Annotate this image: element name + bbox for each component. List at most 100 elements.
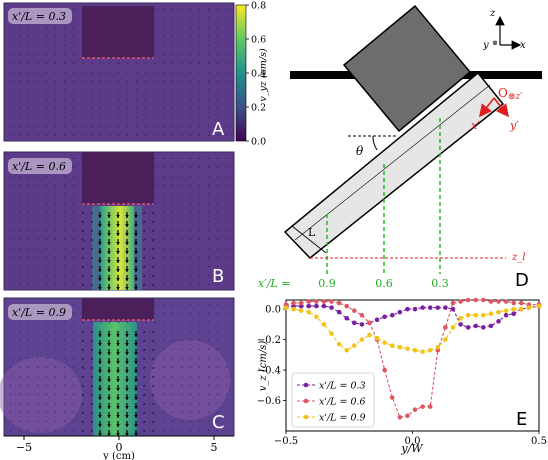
chart-point: [473, 323, 479, 329]
map-x-tick-0: −5: [16, 441, 32, 454]
chart-point: [329, 331, 334, 336]
frame-yprime: y′: [509, 119, 519, 132]
chart-point: [481, 325, 486, 330]
panel-b-jet: [100, 206, 134, 290]
chart-point: [352, 308, 357, 313]
colorbar-tick-label: 0.0: [251, 137, 266, 148]
position-label-1: 0.6: [375, 277, 393, 290]
chart-point: [382, 367, 387, 373]
chart-legend: x'/L = 0.3 x'/L = 0.6 x'/L = 0.9: [291, 372, 375, 428]
chart-ytick-label: −0.2: [257, 335, 281, 346]
chart-point: [536, 303, 542, 309]
chart-point: [374, 335, 380, 341]
panel-c-label-box: [8, 304, 72, 320]
chart-point: [389, 395, 395, 400]
panel-b-vectors: [9, 157, 228, 290]
chart-point: [526, 305, 532, 310]
chart-point: [450, 300, 456, 306]
panel-a-label-box: [8, 8, 72, 24]
chart-point: [405, 413, 410, 419]
panel-b-label-box: [8, 158, 72, 174]
chart-point: [306, 309, 312, 315]
chart-point: [321, 303, 327, 309]
tilted-plate: [342, 4, 472, 133]
legend-label: x'/L = 0.6: [319, 397, 366, 408]
chart-point: [420, 404, 425, 409]
chart-point: [321, 299, 327, 304]
colorbar-ticks: 0.8 0.6 0.4 0.2 0.0: [246, 1, 266, 148]
position-label-0: 0.9: [318, 277, 336, 290]
chart-point: [306, 303, 312, 309]
positions-prefix: x′/L =: [258, 277, 290, 290]
chart-point: [458, 315, 463, 321]
chart-point: [465, 312, 471, 318]
colorbar-gradient: [235, 4, 247, 142]
legend-marker: [303, 398, 309, 404]
frame-origin: O: [498, 86, 508, 100]
panel-a-plate: [82, 6, 154, 58]
chart-point: [382, 340, 387, 345]
chart-point: [488, 311, 494, 317]
chart-ytick-label: 0.0: [265, 305, 281, 316]
map-x-tick-1: 0: [116, 441, 123, 454]
panel-b-plate: [82, 152, 154, 204]
chart-xlabel: y/W: [400, 442, 424, 455]
chart-point: [473, 297, 479, 303]
chart-point: [496, 309, 501, 315]
chart-point: [518, 300, 524, 306]
frame-zprime: ⊗z′: [508, 92, 522, 102]
panel-c: x'/L = 0.9 C: [0, 297, 235, 437]
chart-point: [291, 300, 296, 306]
chart-point: [435, 305, 441, 310]
panel-b-letter: B: [212, 266, 224, 287]
chart-point: [420, 349, 425, 355]
chart-plot: 0.0 −0.2 −0.4 −0.6 −0.5 0.0 0.5: [257, 297, 547, 447]
chart-point: [503, 308, 509, 313]
chart-point: [427, 347, 433, 353]
chart-point: [336, 341, 342, 347]
panel-b: x'/L = 0.6 B: [3, 151, 235, 291]
chart-point: [427, 404, 433, 409]
chart-point: [321, 322, 327, 327]
chart-point: [427, 305, 433, 310]
chart-point: [359, 312, 365, 318]
chart-point: [481, 297, 486, 303]
chart-ytick-label: −0.6: [257, 396, 281, 407]
local-frame: O ⊗z′ x′ y′: [471, 86, 522, 132]
axis-z-label: z: [489, 8, 496, 19]
panel-a-letter: A: [212, 119, 225, 140]
length-label: L: [308, 226, 316, 239]
chart-xtick-label: −0.5: [274, 436, 298, 447]
map-x-tick-2: 5: [211, 441, 218, 454]
chart-point: [458, 299, 463, 304]
chart-point: [405, 306, 410, 312]
chart-point: [314, 303, 319, 309]
colorbar-tick-label: 0.2: [251, 103, 266, 114]
chart-point: [336, 300, 342, 306]
legend-box: [291, 372, 375, 428]
chart-point: [397, 414, 403, 420]
chart-point: [397, 344, 403, 350]
axis-x-label: x: [520, 40, 526, 51]
panel-b-label: x'/L = 0.6: [12, 160, 66, 173]
chart-point: [314, 299, 319, 304]
chart-point: [488, 299, 494, 304]
chart-point: [359, 337, 365, 342]
theta-label: θ: [356, 144, 364, 158]
panel-c-vectors: [9, 303, 228, 436]
legend-marker: [303, 414, 309, 420]
chart-point: [412, 347, 418, 353]
chart-point: [367, 320, 372, 326]
map-x-label: y (cm): [102, 451, 135, 460]
panel-e-letter: E: [516, 409, 527, 430]
colorbar-tick-label: 0.8: [251, 1, 266, 12]
chart-point: [481, 312, 486, 318]
chart-point: [329, 305, 334, 310]
chart-point: [420, 305, 425, 310]
chart-point: [435, 344, 441, 350]
chart-point: [344, 303, 350, 309]
chart-point: [298, 300, 304, 306]
chart-point: [496, 299, 501, 304]
chart-point: [367, 332, 372, 338]
